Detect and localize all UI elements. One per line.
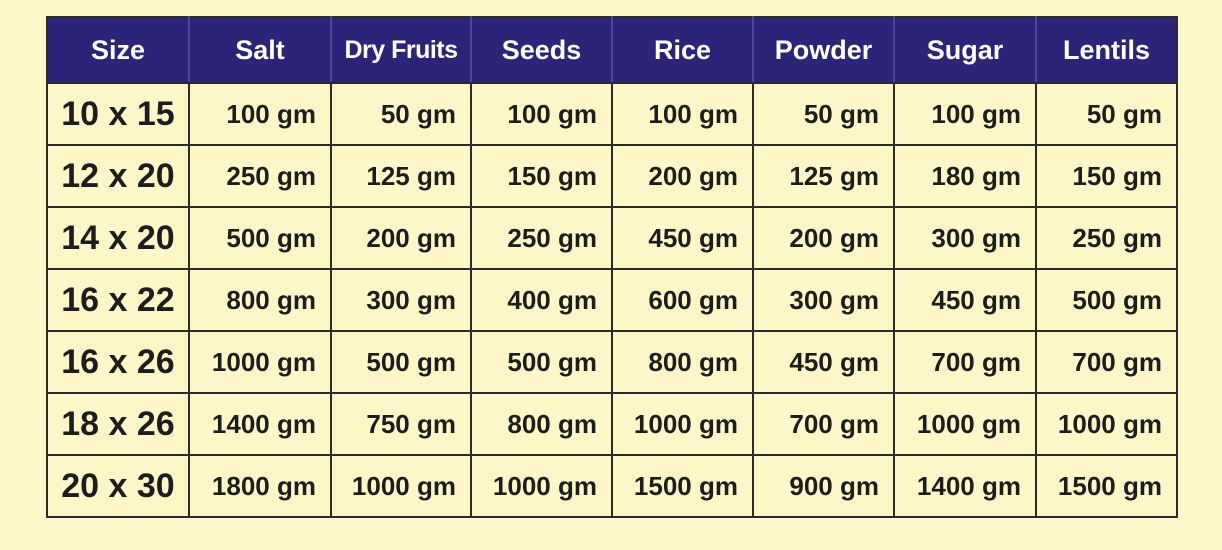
header-size: Size [46, 16, 190, 84]
table-row: 20 x 30 1800 gm 1000 gm 1000 gm 1500 gm 900 g… [46, 454, 1178, 518]
cell-dry-fruits: 200 gm [330, 206, 472, 270]
cell-seeds: 500 gm [470, 330, 613, 394]
cell-rice: 100 gm [611, 82, 754, 146]
cell-rice: 600 gm [611, 268, 754, 332]
cell-dry-fruits: 50 gm [330, 82, 472, 146]
table-row: 10 x 15 100 gm 50 gm 100 gm 100 gm 50 gm 100 g… [46, 82, 1178, 146]
table-row: 16 x 22 800 gm 300 gm 400 gm 600 gm 300 gm 450… [46, 268, 1178, 332]
cell-powder: 450 gm [752, 330, 895, 394]
cell-seeds: 800 gm [470, 392, 613, 456]
cell-rice: 800 gm [611, 330, 754, 394]
header-sugar: Sugar [893, 16, 1037, 84]
header-rice: Rice [611, 16, 754, 84]
cell-salt: 250 gm [188, 144, 332, 208]
cell-sugar: 1000 gm [893, 392, 1037, 456]
cell-powder: 900 gm [752, 454, 895, 518]
size-cell: 18 x 26 [46, 392, 190, 456]
cell-seeds: 400 gm [470, 268, 613, 332]
size-cell: 20 x 30 [46, 454, 190, 518]
cell-dry-fruits: 1000 gm [330, 454, 472, 518]
cell-lentils: 250 gm [1035, 206, 1178, 270]
cell-salt: 800 gm [188, 268, 332, 332]
cell-seeds: 250 gm [470, 206, 613, 270]
cell-dry-fruits: 750 gm [330, 392, 472, 456]
cell-lentils: 1000 gm [1035, 392, 1178, 456]
cell-seeds: 150 gm [470, 144, 613, 208]
size-cell: 10 x 15 [46, 82, 190, 146]
table-row: 16 x 26 1000 gm 500 gm 500 gm 800 gm 450 gm 70… [46, 330, 1178, 394]
cell-rice: 1000 gm [611, 392, 754, 456]
header-row: Size Salt Dry Fruits Seeds Rice Powder S… [46, 16, 1178, 84]
cell-sugar: 1400 gm [893, 454, 1037, 518]
cell-rice: 200 gm [611, 144, 754, 208]
cell-sugar: 100 gm [893, 82, 1037, 146]
cell-lentils: 700 gm [1035, 330, 1178, 394]
size-cell: 16 x 26 [46, 330, 190, 394]
cell-powder: 700 gm [752, 392, 895, 456]
header-powder: Powder [752, 16, 895, 84]
cell-seeds: 100 gm [470, 82, 613, 146]
cell-sugar: 450 gm [893, 268, 1037, 332]
size-cell: 12 x 20 [46, 144, 190, 208]
cell-salt: 1800 gm [188, 454, 332, 518]
cell-seeds: 1000 gm [470, 454, 613, 518]
cell-salt: 1400 gm [188, 392, 332, 456]
cell-powder: 300 gm [752, 268, 895, 332]
cell-lentils: 150 gm [1035, 144, 1178, 208]
cell-salt: 1000 gm [188, 330, 332, 394]
table-row: 14 x 20 500 gm 200 gm 250 gm 450 gm 200 gm 300… [46, 206, 1178, 270]
cell-powder: 50 gm [752, 82, 895, 146]
header-lentils: Lentils [1035, 16, 1178, 84]
cell-powder: 125 gm [752, 144, 895, 208]
cell-rice: 1500 gm [611, 454, 754, 518]
cell-dry-fruits: 300 gm [330, 268, 472, 332]
cell-rice: 450 gm [611, 206, 754, 270]
cell-dry-fruits: 125 gm [330, 144, 472, 208]
table-row: 12 x 20 250 gm 125 gm 150 gm 200 gm 125 gm 180… [46, 144, 1178, 208]
cell-lentils: 500 gm [1035, 268, 1178, 332]
table-row: 18 x 26 1400 gm 750 gm 800 gm 1000 gm 700 gm 1… [46, 392, 1178, 456]
header-dry-fruits: Dry Fruits [330, 16, 472, 84]
cell-sugar: 180 gm [893, 144, 1037, 208]
cell-lentils: 1500 gm [1035, 454, 1178, 518]
size-capacity-table: Size Salt Dry Fruits Seeds Rice Powder S… [46, 16, 1178, 518]
table-body: 10 x 15 100 gm 50 gm 100 gm 100 gm 50 gm 100 g… [46, 82, 1178, 518]
cell-powder: 200 gm [752, 206, 895, 270]
header-salt: Salt [188, 16, 332, 84]
cell-lentils: 50 gm [1035, 82, 1178, 146]
cell-salt: 500 gm [188, 206, 332, 270]
size-cell: 14 x 20 [46, 206, 190, 270]
cell-dry-fruits: 500 gm [330, 330, 472, 394]
cell-sugar: 300 gm [893, 206, 1037, 270]
header-seeds: Seeds [470, 16, 613, 84]
cell-salt: 100 gm [188, 82, 332, 146]
cell-sugar: 700 gm [893, 330, 1037, 394]
size-cell: 16 x 22 [46, 268, 190, 332]
